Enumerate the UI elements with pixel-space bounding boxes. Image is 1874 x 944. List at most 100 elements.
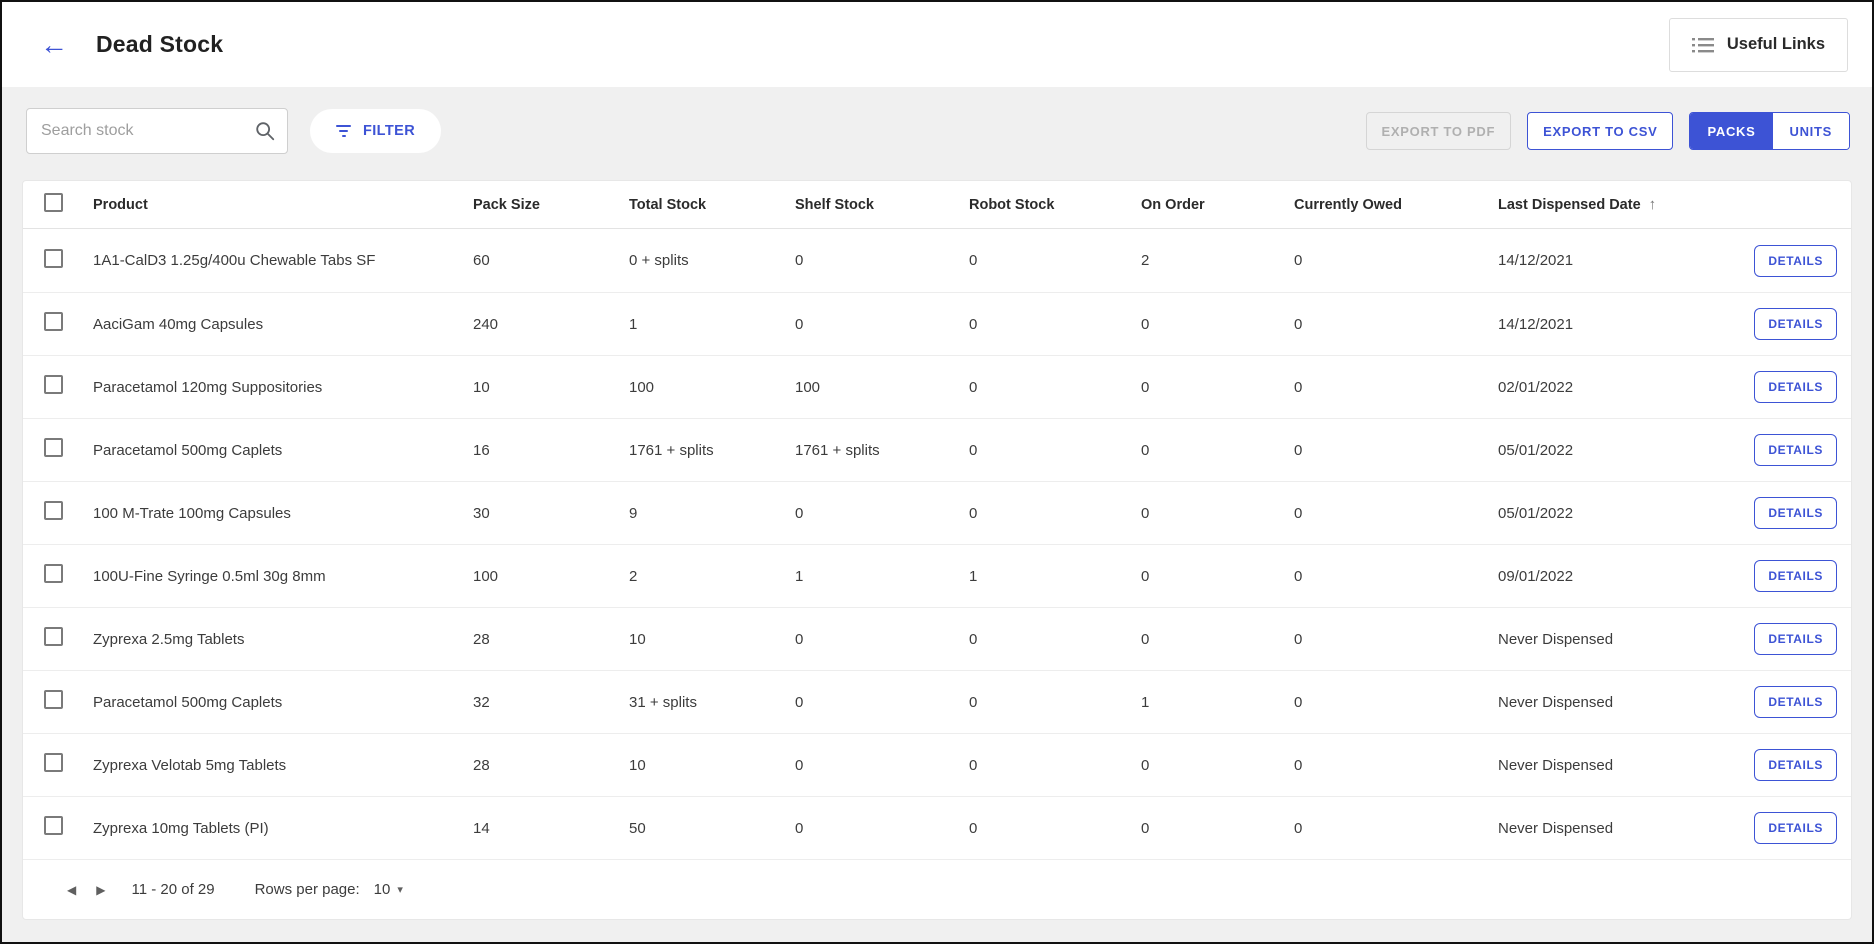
robot-stock-value: 0 bbox=[969, 378, 978, 396]
currently-owed-value: 0 bbox=[1294, 378, 1303, 396]
filter-button[interactable]: FILTER bbox=[310, 109, 442, 153]
robot-stock-value: 0 bbox=[969, 756, 978, 774]
list-icon bbox=[1691, 37, 1714, 52]
currently-owed-value: 0 bbox=[1294, 252, 1303, 269]
table-row: Paracetamol 500mg Caplets 16 1761 + spli… bbox=[23, 418, 1851, 481]
next-page-button[interactable]: ▶ bbox=[86, 878, 115, 902]
row-checkbox[interactable] bbox=[44, 501, 63, 520]
currently-owed-value: 0 bbox=[1294, 315, 1303, 333]
filter-label: FILTER bbox=[363, 123, 416, 139]
row-checkbox[interactable] bbox=[44, 816, 63, 835]
details-button[interactable]: DETAILS bbox=[1754, 749, 1837, 781]
back-button[interactable]: ← bbox=[36, 27, 72, 63]
top-bar: ← Dead Stock Useful Links bbox=[2, 2, 1872, 88]
table-row: 1A1-CalD3 1.25g/400u Chewable Tabs SF 60… bbox=[23, 229, 1851, 292]
export-to-csv-button[interactable]: EXPORT TO CSV bbox=[1527, 112, 1674, 150]
row-checkbox[interactable] bbox=[44, 248, 63, 268]
robot-stock-value: 0 bbox=[969, 693, 978, 711]
last-dispensed-value: Never Dispensed bbox=[1498, 756, 1614, 774]
row-checkbox[interactable] bbox=[44, 627, 63, 646]
table-row: Zyprexa Velotab 5mg Tablets 28 10 0 0 0 … bbox=[23, 733, 1851, 796]
search-icon bbox=[256, 122, 275, 141]
pack-size-value: 240 bbox=[473, 315, 499, 333]
robot-stock-value: 1 bbox=[969, 567, 978, 585]
robot-stock-value: 0 bbox=[969, 441, 978, 459]
details-button[interactable]: DETAILS bbox=[1754, 497, 1837, 529]
total-stock-value: 100 bbox=[629, 378, 655, 396]
pack-size-value: 16 bbox=[473, 441, 490, 459]
row-checkbox[interactable] bbox=[44, 312, 63, 331]
robot-stock-value: 0 bbox=[969, 630, 978, 648]
last-dispensed-value: 14/12/2021 bbox=[1498, 315, 1574, 333]
export-to-pdf-button[interactable]: EXPORT TO PDF bbox=[1365, 112, 1512, 150]
row-checkbox[interactable] bbox=[44, 690, 63, 709]
shelf-stock-value: 0 bbox=[795, 315, 804, 333]
row-checkbox[interactable] bbox=[44, 753, 63, 772]
details-button[interactable]: DETAILS bbox=[1754, 371, 1837, 403]
details-button[interactable]: DETAILS bbox=[1754, 812, 1837, 844]
search-box bbox=[26, 108, 288, 154]
total-stock-value: 1 bbox=[629, 315, 638, 333]
total-stock-value: 2 bbox=[629, 567, 638, 585]
useful-links-button[interactable]: Useful Links bbox=[1668, 17, 1848, 72]
product-name: 100 M-Trate 100mg Capsules bbox=[93, 504, 291, 522]
search-input[interactable] bbox=[26, 108, 288, 154]
last-dispensed-value: Never Dispensed bbox=[1498, 819, 1614, 837]
details-button[interactable]: DETAILS bbox=[1754, 623, 1837, 655]
rows-per-page-select[interactable]: 10 ▾ bbox=[373, 881, 403, 898]
last-dispensed-value: 02/01/2022 bbox=[1498, 378, 1574, 396]
currently-owed-value: 0 bbox=[1294, 441, 1303, 459]
on-order-value: 0 bbox=[1141, 378, 1150, 396]
column-header-currently-owed: Currently Owed bbox=[1294, 196, 1402, 213]
pack-size-value: 32 bbox=[473, 693, 490, 711]
details-button[interactable]: DETAILS bbox=[1754, 308, 1837, 340]
packs-toggle-button[interactable]: PACKS bbox=[1690, 113, 1773, 149]
product-name: Paracetamol 500mg Caplets bbox=[93, 693, 283, 711]
currently-owed-value: 0 bbox=[1294, 693, 1303, 711]
robot-stock-value: 0 bbox=[969, 252, 978, 269]
table-row: 100U-Fine Syringe 0.5ml 30g 8mm 100 2 1 … bbox=[23, 544, 1851, 607]
column-header-shelf-stock: Shelf Stock bbox=[795, 196, 874, 213]
table-row: Paracetamol 500mg Caplets 32 31 + splits… bbox=[23, 670, 1851, 733]
page-title: Dead Stock bbox=[96, 31, 224, 57]
rows-per-page-label: Rows per page: bbox=[254, 881, 360, 898]
currently-owed-value: 0 bbox=[1294, 630, 1303, 648]
product-name: Paracetamol 500mg Caplets bbox=[93, 441, 283, 459]
last-dispensed-value: Never Dispensed bbox=[1498, 630, 1614, 648]
pack-size-value: 28 bbox=[473, 756, 490, 774]
row-checkbox[interactable] bbox=[44, 438, 63, 457]
shelf-stock-value: 0 bbox=[795, 693, 804, 711]
details-button[interactable]: DETAILS bbox=[1754, 560, 1837, 592]
column-header-pack-size: Pack Size bbox=[473, 196, 540, 213]
row-checkbox[interactable] bbox=[44, 564, 63, 583]
useful-links-label: Useful Links bbox=[1726, 35, 1825, 53]
total-stock-value: 10 bbox=[629, 756, 646, 774]
column-header-last-dispensed-date[interactable]: Last Dispensed Date ↑ bbox=[1498, 196, 1657, 213]
select-all-checkbox[interactable] bbox=[44, 192, 63, 212]
shelf-stock-value: 0 bbox=[795, 756, 804, 774]
product-name: Paracetamol 120mg Suppositories bbox=[93, 378, 323, 396]
details-button[interactable]: DETAILS bbox=[1754, 686, 1837, 718]
details-button[interactable]: DETAILS bbox=[1754, 244, 1837, 277]
pack-size-value: 30 bbox=[473, 504, 490, 522]
table-row: Zyprexa 10mg Tablets (PI) 14 50 0 0 0 0 … bbox=[23, 796, 1851, 859]
units-toggle-button[interactable]: UNITS bbox=[1772, 113, 1849, 149]
table-row: 100 M-Trate 100mg Capsules 30 9 0 0 0 0 … bbox=[23, 481, 1851, 544]
product-name: Zyprexa 10mg Tablets (PI) bbox=[93, 819, 269, 837]
on-order-value: 0 bbox=[1141, 819, 1150, 837]
product-name: Zyprexa Velotab 5mg Tablets bbox=[93, 756, 287, 774]
row-checkbox[interactable] bbox=[44, 375, 63, 394]
robot-stock-value: 0 bbox=[969, 819, 978, 837]
currently-owed-value: 0 bbox=[1294, 567, 1303, 585]
on-order-value: 1 bbox=[1141, 693, 1150, 711]
on-order-value: 0 bbox=[1141, 567, 1150, 585]
last-dispensed-value: 09/01/2022 bbox=[1498, 567, 1574, 585]
shelf-stock-value: 100 bbox=[795, 378, 821, 396]
details-button[interactable]: DETAILS bbox=[1754, 434, 1837, 466]
currently-owed-value: 0 bbox=[1294, 504, 1303, 522]
total-stock-value: 1761 + splits bbox=[629, 441, 714, 459]
on-order-value: 0 bbox=[1141, 441, 1150, 459]
previous-page-button[interactable]: ◀ bbox=[57, 878, 86, 902]
back-arrow-icon: ← bbox=[40, 28, 68, 60]
